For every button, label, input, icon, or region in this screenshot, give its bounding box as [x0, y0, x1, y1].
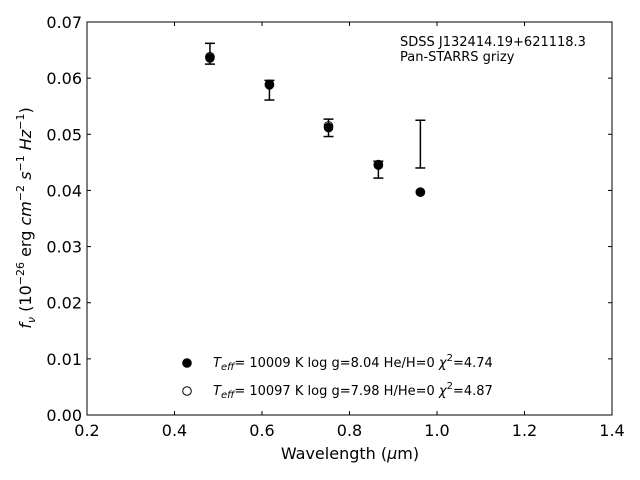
y-tick-label: 0.03 [46, 238, 82, 257]
x-tick-label: 1.4 [599, 421, 624, 440]
x-tick-label: 0.2 [74, 421, 99, 440]
legend: Teff= 10009 K log g=8.04 He/H=0 χ2=4.74 … [182, 353, 493, 401]
legend-marker-open [182, 386, 192, 396]
legend-entry-1-params: = 10009 K log g=8.04 He/H=0 [234, 356, 439, 371]
legend-entry-1: Teff= 10009 K log g=8.04 He/H=0 χ2=4.74 [213, 353, 493, 373]
legend-entry-2: Teff= 10097 K log g=7.98 H/He=0 χ2=4.87 [213, 381, 493, 401]
axis-ticks: 0.2 0.4 0.6 0.8 1.0 1.2 1.4 0.00 0.01 0.02 0.03 0.0… [46, 13, 624, 440]
y-axis-label: fν (10−26 erg cm−2 s−1 Hz−1) [14, 107, 38, 328]
y-tick-label: 0.07 [46, 13, 82, 32]
legend-marker-filled [182, 358, 192, 368]
model-point-open [373, 159, 384, 170]
y-tick-label: 0.01 [46, 350, 82, 369]
x-axis-label: Wavelength (μm) [281, 444, 419, 463]
model-point-open [323, 121, 334, 131]
y-tick-label: 0.02 [46, 294, 82, 313]
x-tick-label: 1.2 [512, 421, 537, 440]
model-point-open [205, 52, 215, 62]
x-tick-label: 0.8 [337, 421, 362, 440]
x-tick-label: 0.6 [249, 421, 274, 440]
model-point-open [264, 79, 275, 90]
y-tick-label: 0.05 [46, 125, 82, 144]
y-tick-label: 0.06 [46, 69, 82, 88]
model-point-open [415, 187, 426, 197]
legend-entry-1-chi: =4.74 [453, 356, 493, 371]
legend-entry-2-chi: =4.87 [453, 384, 493, 399]
x-tick-label: 1.0 [424, 421, 449, 440]
annotation-line-1: SDSS J132414.19+621118.3 [400, 35, 586, 50]
annotation-line-2: Pan-STARRS grizy [400, 50, 515, 65]
observed-errorbar [415, 119, 426, 169]
y-tick-label: 0.00 [46, 406, 82, 425]
y-tick-label: 0.04 [46, 181, 82, 200]
x-tick-label: 0.4 [162, 421, 187, 440]
plot-area [204, 42, 426, 197]
legend-entry-2-params: = 10097 K log g=7.98 H/He=0 [234, 384, 439, 399]
